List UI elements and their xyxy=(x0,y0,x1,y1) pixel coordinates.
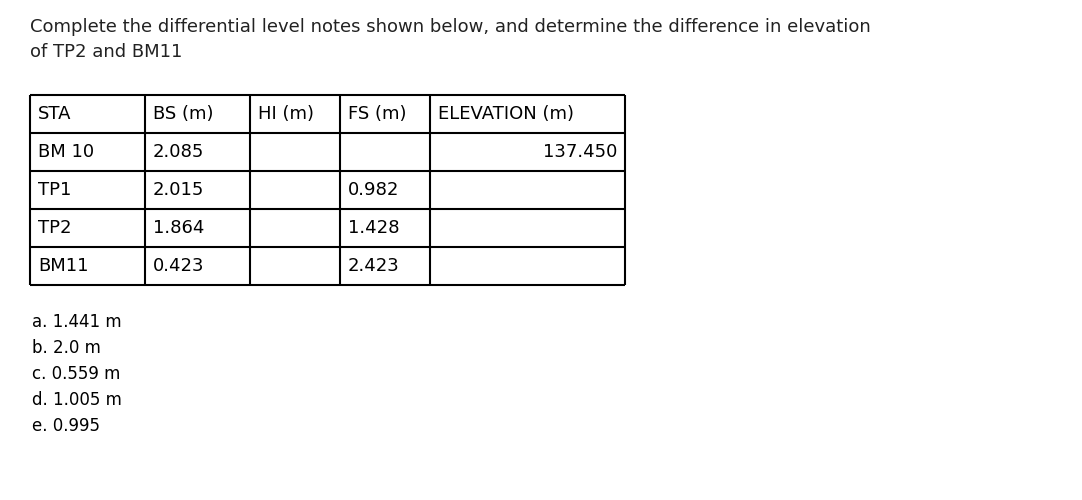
Text: FS (m): FS (m) xyxy=(348,105,407,123)
Text: 137.450: 137.450 xyxy=(543,143,617,161)
Text: TP1: TP1 xyxy=(38,181,71,199)
Text: TP2: TP2 xyxy=(38,219,71,237)
Text: ELEVATION (m): ELEVATION (m) xyxy=(438,105,573,123)
Text: e. 0.995: e. 0.995 xyxy=(32,417,100,435)
Text: d. 1.005 m: d. 1.005 m xyxy=(32,391,122,409)
Text: 2.423: 2.423 xyxy=(348,257,399,275)
Text: b. 2.0 m: b. 2.0 m xyxy=(32,339,101,357)
Text: Complete the differential level notes shown below, and determine the difference : Complete the differential level notes sh… xyxy=(30,18,871,61)
Text: BM 10: BM 10 xyxy=(38,143,94,161)
Text: 1.864: 1.864 xyxy=(153,219,204,237)
Text: 0.423: 0.423 xyxy=(153,257,204,275)
Text: BM11: BM11 xyxy=(38,257,89,275)
Text: 0.982: 0.982 xyxy=(348,181,399,199)
Text: BS (m): BS (m) xyxy=(153,105,213,123)
Text: c. 0.559 m: c. 0.559 m xyxy=(32,365,120,383)
Text: 1.428: 1.428 xyxy=(348,219,399,237)
Text: HI (m): HI (m) xyxy=(258,105,314,123)
Text: 2.085: 2.085 xyxy=(153,143,204,161)
Text: STA: STA xyxy=(38,105,71,123)
Text: a. 1.441 m: a. 1.441 m xyxy=(32,313,121,331)
Text: 2.015: 2.015 xyxy=(153,181,204,199)
